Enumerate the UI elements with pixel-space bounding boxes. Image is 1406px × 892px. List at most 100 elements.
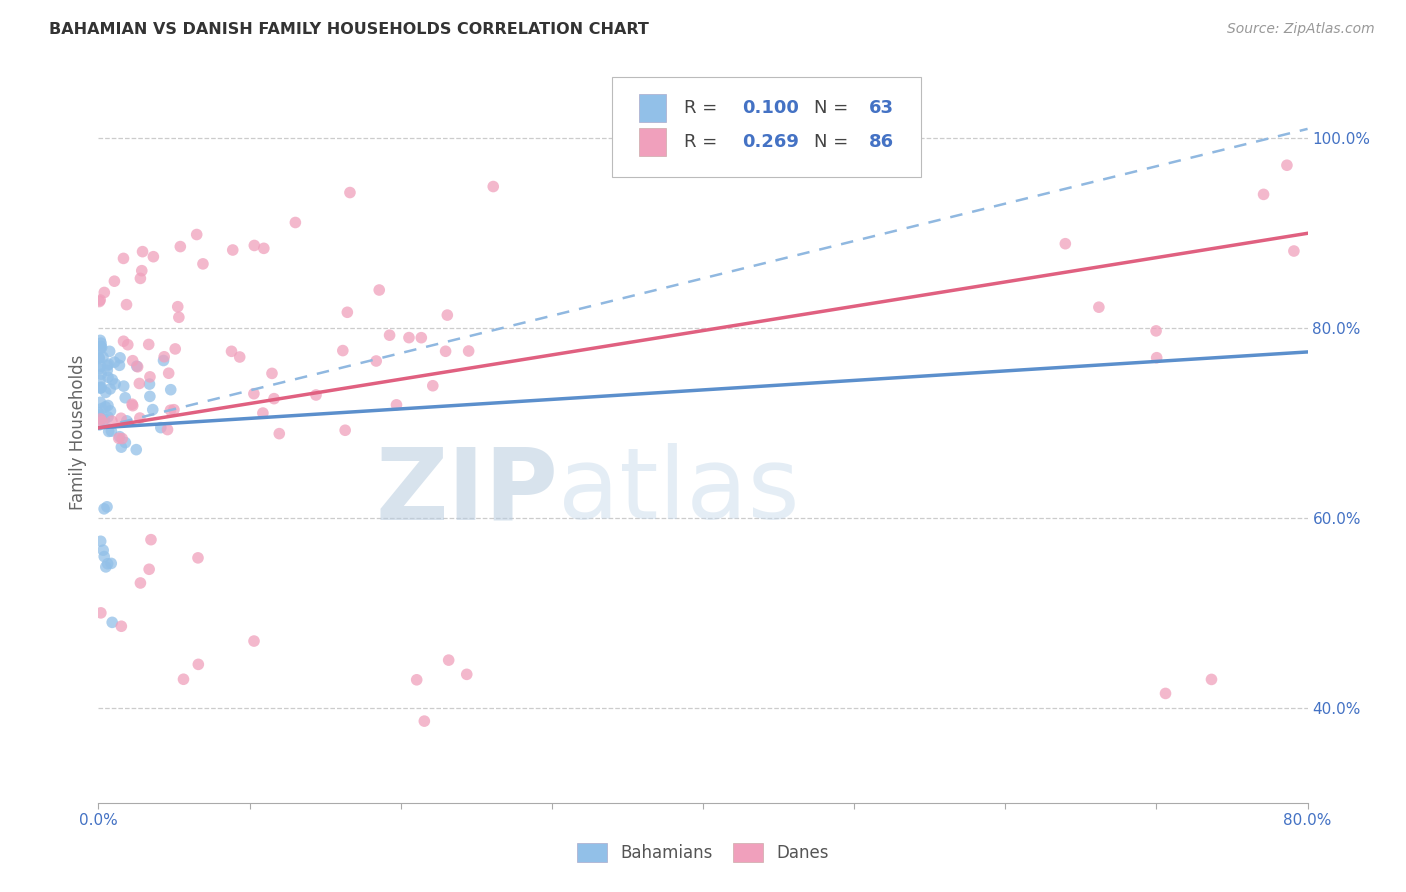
Text: N =: N = <box>814 99 855 117</box>
Point <box>169 239 191 253</box>
Point <box>108 351 131 365</box>
Point <box>87 351 110 365</box>
Point <box>398 330 420 344</box>
Point <box>411 331 433 345</box>
Point <box>339 186 361 200</box>
Point <box>138 562 160 576</box>
Point <box>87 361 110 376</box>
Point <box>100 557 122 571</box>
Point <box>91 415 114 429</box>
Point <box>129 576 152 591</box>
Point <box>413 714 436 728</box>
Point <box>128 376 150 391</box>
Point <box>125 442 148 457</box>
Point <box>90 336 112 351</box>
Point <box>98 344 121 359</box>
Point <box>252 406 274 420</box>
Point <box>89 373 111 387</box>
Point <box>90 380 112 394</box>
Point <box>89 293 111 307</box>
Point <box>112 252 135 266</box>
Point <box>90 367 112 381</box>
Point <box>222 243 245 257</box>
Point <box>159 403 181 417</box>
Point <box>260 367 283 381</box>
Point <box>436 308 458 322</box>
Point <box>139 369 162 384</box>
Point <box>89 417 111 432</box>
Point <box>191 257 214 271</box>
Point <box>90 359 112 374</box>
Point <box>89 395 111 409</box>
Point <box>243 238 266 252</box>
Point <box>1146 351 1168 365</box>
Point <box>131 263 153 277</box>
Point <box>97 425 120 439</box>
Point <box>142 402 165 417</box>
Point <box>96 363 118 377</box>
Point <box>110 619 132 633</box>
FancyBboxPatch shape <box>613 78 921 178</box>
Point <box>422 378 444 392</box>
Point <box>128 411 150 425</box>
Point <box>186 227 208 242</box>
Point <box>221 344 243 359</box>
Point <box>112 334 135 349</box>
Point <box>243 386 266 401</box>
Text: BAHAMIAN VS DANISH FAMILY HOUSEHOLDS CORRELATION CHART: BAHAMIAN VS DANISH FAMILY HOUSEHOLDS COR… <box>49 22 650 37</box>
Point <box>305 388 328 402</box>
Point <box>153 350 176 364</box>
Legend: Bahamians, Danes: Bahamians, Danes <box>571 836 835 869</box>
Point <box>90 401 112 416</box>
Point <box>1054 236 1077 251</box>
Point <box>89 381 111 395</box>
FancyBboxPatch shape <box>638 94 665 121</box>
Point <box>187 550 209 565</box>
Point <box>91 350 114 364</box>
Point <box>336 305 359 319</box>
Point <box>98 382 121 396</box>
Point <box>1282 244 1305 258</box>
Point <box>149 420 172 434</box>
Point <box>156 423 179 437</box>
Y-axis label: Family Households: Family Households <box>69 355 87 510</box>
Point <box>94 560 117 574</box>
Point <box>89 351 111 366</box>
Point <box>163 402 186 417</box>
Text: Source: ZipAtlas.com: Source: ZipAtlas.com <box>1227 22 1375 37</box>
Point <box>284 215 307 229</box>
Point <box>263 392 285 406</box>
Point <box>87 408 110 422</box>
Point <box>108 430 131 444</box>
Point <box>142 250 165 264</box>
Point <box>269 426 291 441</box>
Point <box>108 359 131 373</box>
Point <box>111 432 134 446</box>
Point <box>1275 158 1298 172</box>
Point <box>127 359 149 374</box>
Point <box>187 657 209 672</box>
Point <box>385 398 408 412</box>
Point <box>138 337 160 351</box>
Point <box>482 179 505 194</box>
Text: R =: R = <box>683 99 723 117</box>
Point <box>121 397 143 411</box>
Point <box>1144 324 1167 338</box>
Point <box>103 274 125 288</box>
Point <box>253 241 276 255</box>
Point <box>129 271 152 285</box>
Point <box>90 606 112 620</box>
Point <box>115 414 138 428</box>
Point <box>114 391 136 405</box>
Point <box>90 411 112 425</box>
Point <box>138 377 160 392</box>
Point <box>437 653 460 667</box>
Point <box>97 357 120 371</box>
Point <box>121 353 143 368</box>
Point <box>90 381 112 395</box>
Point <box>157 366 180 380</box>
Point <box>100 404 122 418</box>
Point <box>93 285 115 300</box>
Point <box>115 298 138 312</box>
Point <box>87 406 110 420</box>
